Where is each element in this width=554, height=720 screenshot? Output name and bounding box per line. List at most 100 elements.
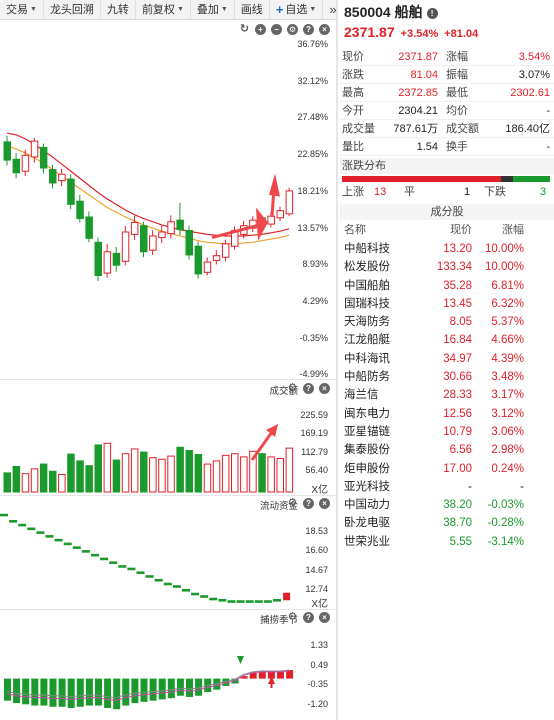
catch-signal-line [6, 670, 290, 701]
kline-chart[interactable] [0, 21, 336, 379]
component-change: -0.28% [487, 517, 524, 530]
component-row[interactable]: 中船科技 13.20 10.00% [340, 240, 554, 258]
panel-splitter[interactable] [336, 0, 338, 720]
component-price: 12.56 [443, 407, 472, 420]
panel-divider [0, 379, 336, 380]
volume-panel: 成交额 ⚙ ? × 225.59 169.19 112.79 56.40 X亿 [0, 380, 336, 496]
close-icon[interactable]: × [319, 24, 330, 35]
component-row[interactable]: 天海防务 8.05 5.37% [340, 313, 554, 331]
volume-bar [203, 463, 212, 493]
y-tick-label: 32.12% [297, 75, 328, 86]
add-watchlist-button[interactable]: + 自选 ▼ [270, 0, 324, 20]
component-row[interactable]: 中科海讯 34.97 4.39% [340, 350, 554, 368]
help-icon[interactable]: ? [303, 612, 314, 623]
component-row[interactable]: 海兰信 28.33 3.17% [340, 386, 554, 404]
component-change: 4.66% [491, 334, 524, 347]
close-icon[interactable]: × [319, 612, 330, 623]
settings-icon[interactable]: ⚙ [287, 497, 298, 509]
settings-icon[interactable]: ⚙ [287, 382, 298, 394]
component-row[interactable]: 松发股份 133.34 10.00% [340, 258, 554, 276]
component-row[interactable]: 集泰股份 6.56 2.98% [340, 441, 554, 459]
leader-backtrack-button[interactable]: 龙头回溯 [44, 0, 101, 20]
more-button[interactable]: » [329, 2, 337, 17]
candle-body [285, 190, 294, 215]
component-change: 3.12% [491, 407, 524, 420]
catch-bar [22, 678, 30, 705]
volume-bar [67, 453, 75, 493]
zoom-out-icon[interactable]: − [271, 24, 282, 35]
volume-arrow-line [250, 431, 274, 461]
distribution-bar [342, 176, 550, 182]
catch-bar [140, 678, 148, 702]
adjust-label: 前复权 [141, 3, 175, 16]
nine-turn-button[interactable]: 九转 [101, 0, 136, 20]
capital-flow-chart[interactable] [0, 496, 336, 609]
y-tick-label: -4.99% [299, 369, 328, 380]
volume-bar [185, 450, 193, 493]
settings-icon[interactable]: ⚙ [287, 611, 298, 623]
component-row[interactable]: 江龙船艇 16.84 4.66% [340, 331, 554, 349]
chevron-down-icon: ▼ [309, 5, 317, 13]
zoom-in-icon[interactable]: + [255, 24, 266, 35]
catch-bar [76, 678, 84, 707]
quote-row: 现价 2371.87 涨幅 3.54% [340, 48, 554, 66]
distribution-up-segment [342, 176, 502, 182]
component-row[interactable]: 中国动力 38.20 -0.03% [340, 496, 554, 514]
component-price: 38.20 [443, 499, 472, 512]
component-price: 13.45 [443, 297, 472, 310]
adjust-menu[interactable]: 前复权 ▼ [136, 0, 191, 20]
volume-chart[interactable] [0, 380, 336, 495]
catch-bar [131, 678, 139, 704]
col-price[interactable]: 现价 [450, 224, 472, 236]
quote-label: 量比 [342, 141, 364, 153]
catch-bar [240, 676, 248, 679]
component-change: 6.81% [491, 279, 524, 292]
help-icon[interactable]: ? [303, 498, 314, 509]
volume-bar [12, 465, 21, 493]
component-row[interactable]: 亚光科技 - - [340, 478, 554, 496]
component-row[interactable]: 世荣兆业 5.55 -3.14% [340, 533, 554, 551]
component-change: 0.24% [491, 462, 524, 475]
component-row[interactable]: 卧龙电驱 38.70 -0.28% [340, 514, 554, 532]
component-row[interactable]: 中船防务 30.66 3.48% [340, 368, 554, 386]
y-tick-label: -0.35 [307, 679, 328, 689]
y-tick-label: 225.59 [300, 410, 328, 420]
component-name: 亚星锚链 [344, 425, 390, 438]
help-icon[interactable]: ? [303, 383, 314, 394]
candle-body [140, 225, 148, 253]
close-icon[interactable]: × [319, 498, 330, 509]
volume-bar [103, 442, 112, 493]
catch-bar [167, 678, 175, 699]
catch-bar [186, 678, 193, 697]
component-row[interactable]: 中国船舶 35.28 6.81% [340, 277, 554, 295]
candle-body [12, 158, 21, 174]
col-change[interactable]: 涨幅 [502, 224, 524, 236]
candle-body [3, 141, 11, 161]
candle-body [185, 229, 193, 256]
component-row[interactable]: 亚星锚链 10.79 3.06% [340, 423, 554, 441]
refresh-icon[interactable]: ↻ [239, 23, 250, 35]
component-change: - [520, 480, 524, 493]
close-icon[interactable]: × [319, 383, 330, 394]
quote-value: 81.04 [410, 69, 438, 81]
component-row[interactable]: 国瑞科技 13.45 6.32% [340, 295, 554, 313]
col-name[interactable]: 名称 [344, 224, 366, 236]
flow-step [9, 520, 18, 523]
quote-row: 量比 1.54 换手 - [340, 138, 554, 156]
component-name: 亚光科技 [344, 480, 390, 493]
overlay-menu[interactable]: 叠加 ▼ [191, 0, 235, 20]
draw-line-button[interactable]: 画线 [235, 0, 270, 20]
y-tick-label: 8.93% [302, 259, 328, 270]
component-price: 28.33 [443, 389, 472, 402]
quote-label: 振幅 [446, 69, 468, 81]
trade-menu[interactable]: 交易 ▼ [0, 0, 44, 20]
catch-season-chart[interactable] [0, 610, 336, 720]
component-row[interactable]: 炬申股份 17.00 0.24% [340, 460, 554, 478]
component-row[interactable]: 闽东电力 12.56 3.12% [340, 405, 554, 423]
catch-season-panel: 捕捞季节 ⚙ ? × 1.33 0.49 -0.35 -1.20 [0, 610, 336, 720]
help-icon[interactable]: ? [303, 24, 314, 35]
volume-bar [85, 465, 93, 493]
nine-turn-label: 九转 [106, 3, 129, 16]
info-icon[interactable]: ! [426, 8, 438, 19]
settings-icon[interactable]: ⚙ [287, 24, 298, 35]
